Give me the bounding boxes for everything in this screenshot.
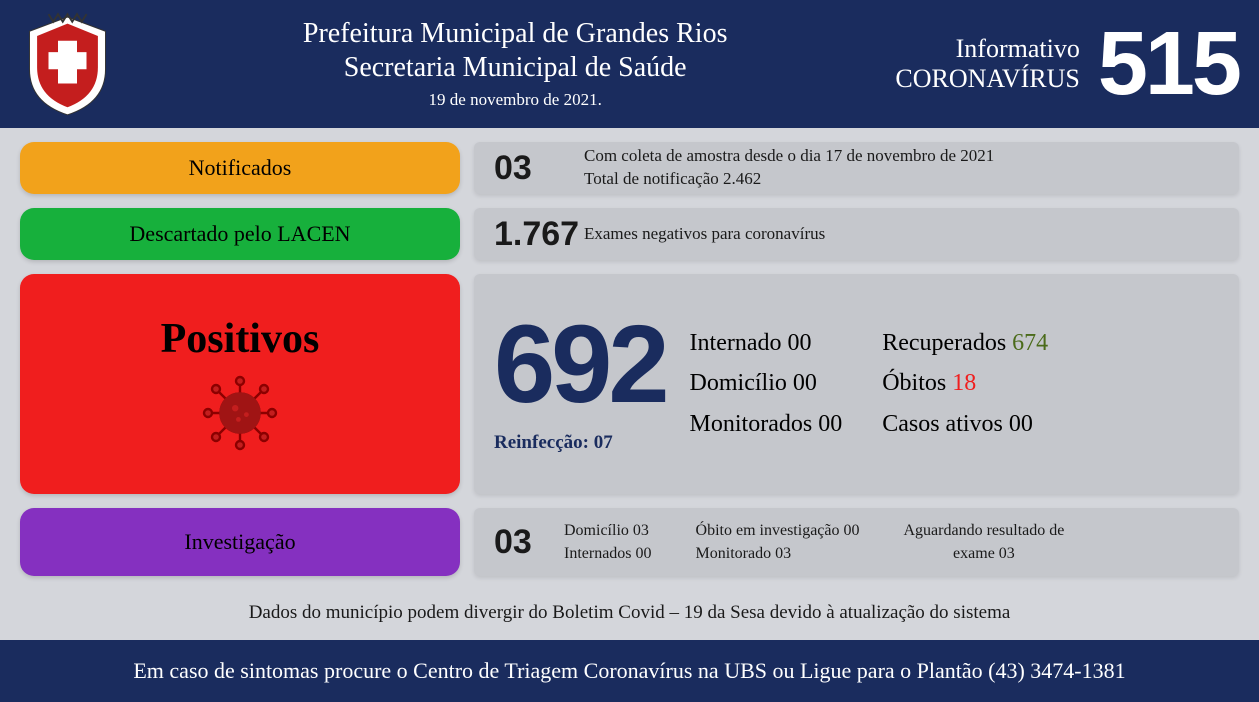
stat-hospitalized: Internado 00 — [690, 323, 843, 364]
main-content: Notificados 03 Com coleta de amostra des… — [0, 128, 1259, 640]
positives-col1: Internado 00 Domicílio 00 Monitorados 00 — [690, 323, 843, 454]
inv-col1-line1: Domicílio 03 — [564, 519, 652, 542]
row-notified: Notificados 03 Com coleta de amostra des… — [20, 142, 1239, 194]
inv-col1: Domicílio 03 Internados 00 — [564, 519, 652, 565]
notified-text: Com coleta de amostra desde o dia 17 de … — [584, 145, 994, 191]
notified-count: 03 — [494, 149, 584, 188]
inv-col2-line1: Óbito em investigação 00 — [696, 519, 860, 542]
row-discarded: Descartado pelo LACEN 1.767 Exames negat… — [20, 208, 1239, 260]
stat-deaths: Óbitos 18 — [882, 363, 1048, 404]
notified-text-line2: Total de notificação 2.462 — [584, 168, 994, 191]
inv-col3: Aguardando resultado de exame 03 — [904, 519, 1065, 565]
pill-discarded-label: Descartado pelo LACEN — [129, 221, 350, 247]
info-positives: 692 Reinfecção: 07 Internado 00 Domicíli… — [474, 274, 1239, 494]
positives-count: 692 — [494, 315, 666, 414]
stat-monitored: Monitorados 00 — [690, 404, 843, 445]
pill-positives-label: Positivos — [161, 315, 320, 363]
reinfection-row: Reinfecção: 07 — [494, 432, 613, 454]
reinfection-value: 07 — [594, 432, 613, 453]
bulletin-label-line1: Informativo — [895, 34, 1079, 64]
investigation-cols: Domicílio 03 Internados 00 Óbito em inve… — [564, 519, 1219, 565]
pill-notified: Notificados — [20, 142, 460, 194]
pill-discarded: Descartado pelo LACEN — [20, 208, 460, 260]
discarded-text: Exames negativos para coronavírus — [584, 223, 825, 246]
info-notified: 03 Com coleta de amostra desde o dia 17 … — [474, 142, 1239, 194]
header-right: Informativo CORONAVÍRUS 515 — [895, 13, 1239, 116]
pill-investigation-label: Investigação — [184, 529, 295, 555]
discarded-count: 1.767 — [494, 215, 584, 254]
pill-notified-label: Notificados — [189, 155, 292, 181]
notified-text-line1: Com coleta de amostra desde o dia 17 de … — [584, 145, 994, 168]
footer-text: Em caso de sintomas procure o Centro de … — [133, 658, 1125, 684]
positives-top: 692 Reinfecção: 07 Internado 00 Domicíli… — [494, 315, 1219, 454]
pill-investigation: Investigação — [20, 508, 460, 576]
inv-col1-line2: Internados 00 — [564, 542, 652, 565]
stat-active: Casos ativos 00 — [882, 404, 1048, 445]
row-positives: Positivos — [20, 274, 1239, 494]
inv-col3-line2: exame 03 — [904, 542, 1065, 565]
header-title-line2: Secretaria Municipal de Saúde — [135, 52, 895, 84]
positives-stats: Internado 00 Domicílio 00 Monitorados 00… — [690, 315, 1219, 454]
footer-bar: Em caso de sintomas procure o Centro de … — [0, 640, 1259, 702]
positives-left-col: 692 Reinfecção: 07 — [494, 315, 666, 454]
reinfection-label: Reinfecção: — [494, 432, 589, 453]
header-titles: Prefeitura Municipal de Grandes Rios Sec… — [135, 18, 895, 110]
row-investigation: Investigação 03 Domicílio 03 Internados … — [20, 508, 1239, 576]
inv-col2-line2: Monitorado 03 — [696, 542, 860, 565]
pill-positives: Positivos — [20, 274, 460, 494]
stat-home: Domicílio 00 — [690, 363, 843, 404]
municipal-logo — [20, 12, 115, 117]
bulletin-label-line2: CORONAVÍRUS — [895, 64, 1079, 94]
header-title-line1: Prefeitura Municipal de Grandes Rios — [135, 18, 895, 50]
bulletin-label: Informativo CORONAVÍRUS — [895, 34, 1079, 94]
bulletin-number: 515 — [1098, 13, 1239, 116]
header-bar: Prefeitura Municipal de Grandes Rios Sec… — [0, 0, 1259, 128]
stat-recovered: Recuperados 674 — [882, 323, 1048, 364]
inv-col3-line1: Aguardando resultado de — [904, 519, 1065, 542]
header-date: 19 de novembro de 2021. — [135, 90, 895, 110]
info-investigation: 03 Domicílio 03 Internados 00 Óbito em i… — [474, 508, 1239, 576]
investigation-count: 03 — [494, 523, 564, 562]
inv-col2: Óbito em investigação 00 Monitorado 03 — [696, 519, 860, 565]
footnote: Dados do município podem divergir do Bol… — [20, 590, 1239, 640]
info-discarded: 1.767 Exames negativos para coronavírus — [474, 208, 1239, 260]
virus-icon — [200, 373, 280, 453]
positives-col2: Recuperados 674 Óbitos 18 Casos ativos 0… — [882, 323, 1048, 454]
